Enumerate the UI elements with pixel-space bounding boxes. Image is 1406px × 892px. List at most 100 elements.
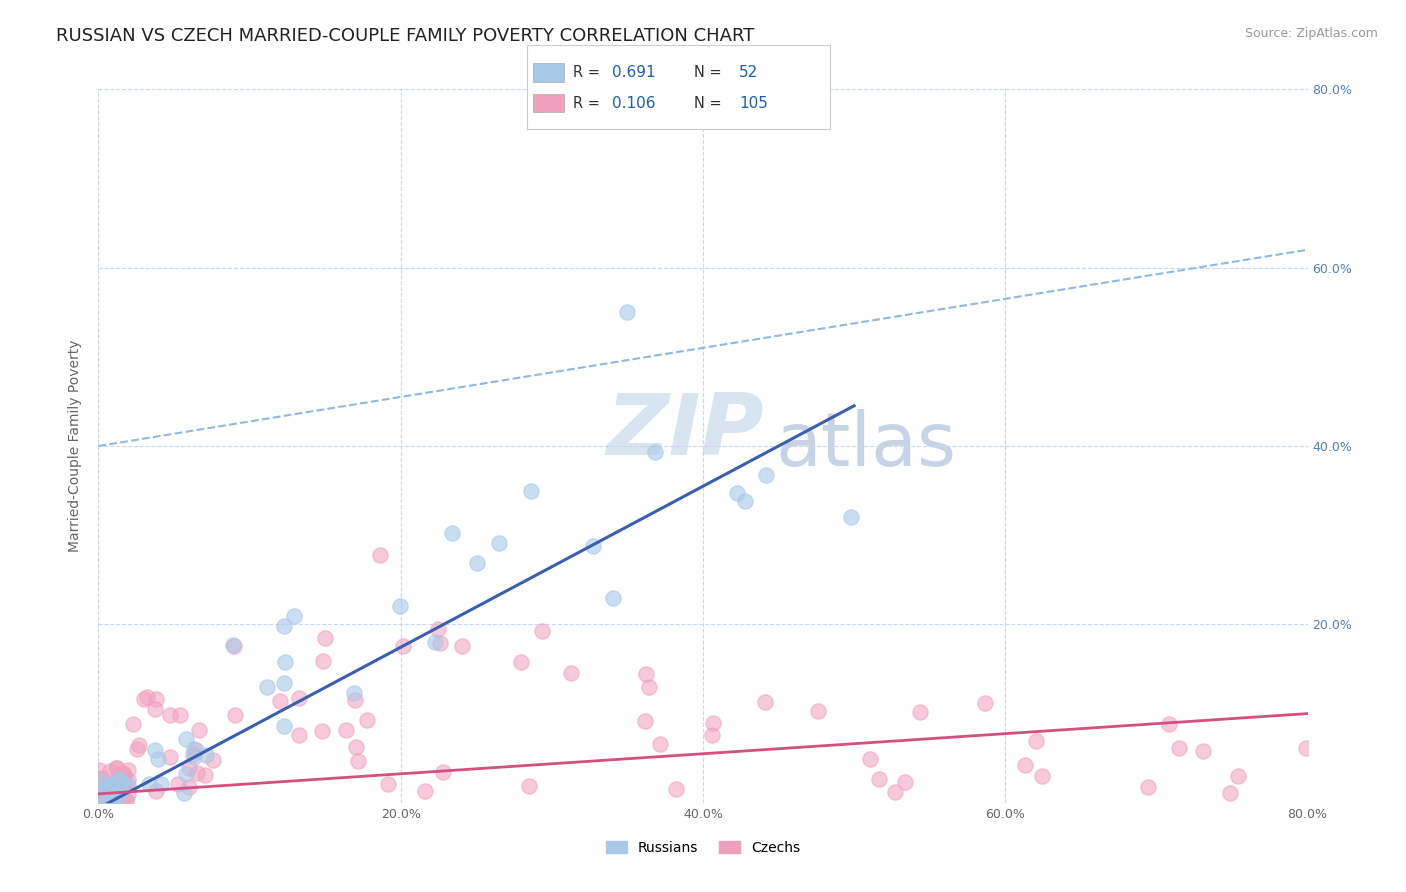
Point	[117, 773, 139, 788]
Text: atlas: atlas	[776, 409, 956, 483]
Point	[143, 743, 166, 757]
Point	[440, 525, 463, 540]
Point	[582, 539, 605, 553]
Point	[377, 776, 399, 790]
Bar	[533, 94, 564, 112]
Point	[103, 788, 125, 802]
Point	[343, 686, 366, 700]
Point	[839, 509, 862, 524]
Point	[114, 792, 136, 806]
Point	[183, 749, 205, 764]
Point	[665, 782, 688, 797]
Point	[136, 690, 159, 704]
Point	[159, 750, 181, 764]
Point	[104, 780, 127, 795]
Point	[112, 767, 135, 781]
Point	[117, 787, 139, 801]
Point	[128, 738, 150, 752]
Point	[273, 719, 295, 733]
Point	[755, 468, 778, 483]
Point	[111, 767, 134, 781]
Point	[104, 760, 127, 774]
Bar	[533, 63, 564, 82]
Point	[347, 754, 370, 768]
Point	[169, 708, 191, 723]
Point	[1226, 769, 1249, 783]
Point	[96, 792, 118, 806]
Point	[806, 704, 828, 718]
Point	[269, 694, 291, 708]
Point	[288, 691, 311, 706]
Point	[105, 761, 128, 775]
Text: N =: N =	[693, 95, 725, 111]
Point	[426, 623, 449, 637]
Point	[100, 778, 122, 792]
Point	[602, 591, 624, 605]
Point	[520, 484, 543, 499]
Point	[908, 705, 931, 719]
Point	[114, 794, 136, 808]
Point	[183, 741, 205, 756]
Point	[114, 776, 136, 790]
Point	[91, 772, 114, 787]
Point	[96, 780, 118, 794]
Point	[311, 724, 333, 739]
Point	[894, 774, 917, 789]
Point	[725, 485, 748, 500]
Point	[450, 639, 472, 653]
Text: R =: R =	[572, 95, 605, 111]
Point	[112, 765, 135, 780]
Point	[356, 713, 378, 727]
Point	[108, 773, 131, 788]
Point	[392, 639, 415, 653]
Text: 105: 105	[740, 95, 768, 111]
Point	[101, 782, 124, 797]
Point	[174, 731, 197, 746]
Point	[184, 743, 207, 757]
Point	[884, 785, 907, 799]
Point	[174, 767, 197, 781]
Point	[1295, 741, 1317, 756]
Point	[97, 794, 120, 808]
Point	[201, 753, 224, 767]
Point	[103, 784, 125, 798]
Text: 52: 52	[740, 65, 758, 80]
Point	[560, 666, 582, 681]
Point	[344, 740, 367, 755]
Point	[94, 781, 117, 796]
Point	[107, 767, 129, 781]
Point	[98, 778, 121, 792]
Point	[112, 777, 135, 791]
Text: Source: ZipAtlas.com: Source: ZipAtlas.com	[1244, 27, 1378, 40]
Point	[465, 556, 488, 570]
Point	[312, 654, 335, 668]
Point	[96, 778, 118, 792]
Point	[616, 305, 638, 319]
Point	[97, 780, 120, 794]
Point	[256, 680, 278, 694]
Point	[370, 548, 392, 562]
Point	[98, 789, 121, 804]
Point	[110, 794, 132, 808]
Point	[335, 723, 357, 738]
Point	[181, 747, 204, 761]
Point	[650, 737, 672, 751]
Point	[389, 599, 412, 613]
Point	[167, 777, 190, 791]
Point	[150, 777, 173, 791]
Point	[90, 771, 112, 785]
Point	[186, 766, 208, 780]
Point	[1167, 741, 1189, 756]
Point	[145, 692, 167, 706]
Point	[274, 655, 297, 669]
Point	[90, 796, 112, 810]
Point	[222, 640, 245, 654]
Text: ZIP: ZIP	[606, 390, 763, 474]
Point	[100, 784, 122, 798]
Point	[159, 708, 181, 723]
Point	[97, 779, 120, 793]
Point	[98, 764, 121, 778]
Y-axis label: Married-Couple Family Poverty: Married-Couple Family Poverty	[69, 340, 83, 552]
Point	[1031, 769, 1053, 783]
Point	[429, 636, 451, 650]
